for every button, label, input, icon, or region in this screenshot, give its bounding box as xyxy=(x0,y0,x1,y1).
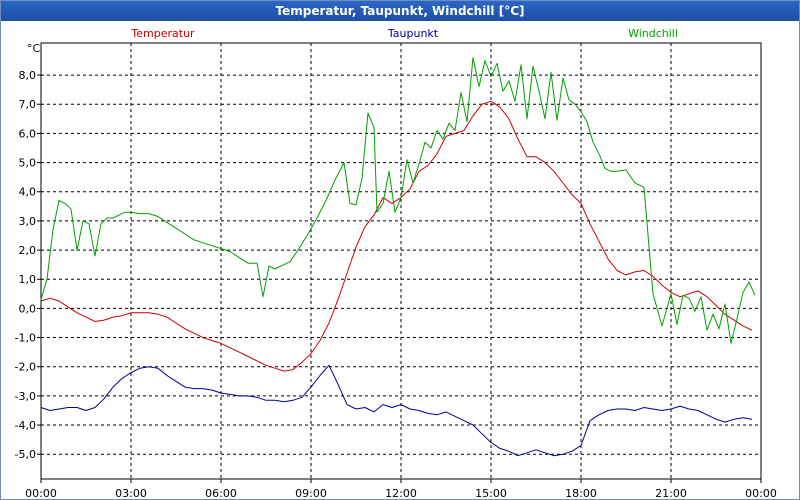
x-tick-time: 03:00 xyxy=(115,487,147,499)
x-tick-time: 09:00 xyxy=(295,487,327,499)
series-line-temperatur xyxy=(40,100,753,372)
y-tick-label: -3,0 xyxy=(15,390,36,403)
x-tick-time: 18:00 xyxy=(565,487,597,499)
chart-plot: 8,0 7,0 6,0 5,0 4,0 3,0 2,0 1,0 0,0 -1,0 -2,0 -3,0 -… xyxy=(1,21,799,499)
y-tick-label: 8,0 xyxy=(19,69,37,82)
legend-taupunkt: Taupunkt xyxy=(387,27,439,40)
x-tick-time: 15:00 xyxy=(475,487,507,499)
x-tick-time: 00:00 xyxy=(745,487,777,499)
y-tick-label: -2,0 xyxy=(15,361,36,374)
y-tick-label: -1,0 xyxy=(15,332,36,345)
series-line-taupunkt xyxy=(40,364,753,457)
legend-temperatur: Temperatur xyxy=(130,27,195,40)
y-tick-label: 2,0 xyxy=(19,244,37,257)
y-tick-label: 1,0 xyxy=(19,273,37,286)
y-tick-label: 6,0 xyxy=(19,127,37,140)
y-tick-label: 7,0 xyxy=(19,98,37,111)
window-title: Temperatur, Taupunkt, Windchill [°C] xyxy=(1,1,799,21)
y-tick-label: -5,0 xyxy=(15,448,36,461)
y-tick-label: 4,0 xyxy=(19,186,37,199)
y-axis-unit: °C xyxy=(27,42,41,55)
y-tick-label: 3,0 xyxy=(19,215,37,228)
series-line-windchill xyxy=(40,57,756,344)
x-tick-time: 12:00 xyxy=(385,487,417,499)
x-tick-time: 06:00 xyxy=(205,487,237,499)
y-tick-label: -4,0 xyxy=(15,419,36,432)
legend-windchill: Windchill xyxy=(628,27,678,40)
x-tick-time: 00:00 xyxy=(25,487,57,499)
x-tick-time: 21:00 xyxy=(655,487,687,499)
y-tick-label: 0,0 xyxy=(19,302,37,315)
y-tick-label: 5,0 xyxy=(19,157,37,170)
